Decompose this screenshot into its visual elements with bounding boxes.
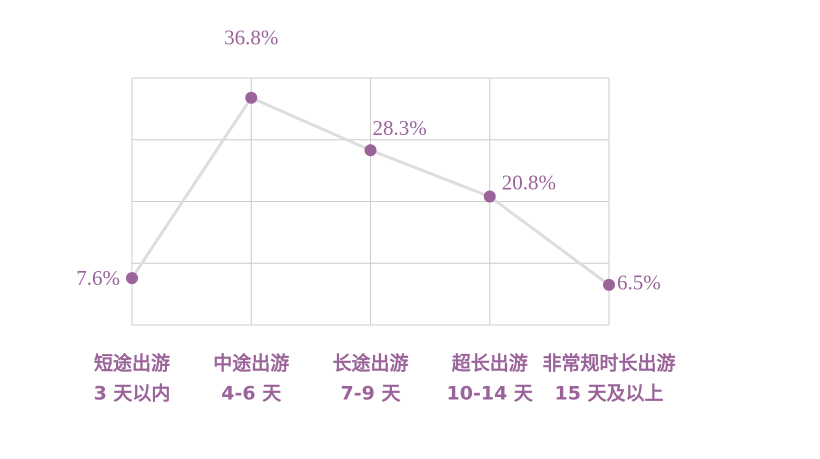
x-tick-label: 非常规时长出游 [542,352,675,375]
value-label: 20.8% [502,170,556,194]
point [126,272,138,285]
value-label: 36.8% [224,26,278,50]
x-tick-label: 超长出游 [451,352,528,375]
x-tick-label: 7-9 天 [341,383,402,405]
value-label: 7.6% [76,266,120,290]
x-tick-label: 10-14 天 [447,383,534,405]
point [364,144,377,157]
value-label: 28.3% [373,116,427,140]
x-tick-label: 4-6 天 [221,383,282,405]
point [603,278,615,291]
x-tick-label: 短途出游 [94,352,170,375]
x-tick-label: 中途出游 [213,352,289,375]
x-tick-label: 3 天以内 [94,382,171,405]
value-label: 6.5% [617,271,661,295]
x-tick-label: 15 天及以上 [554,383,663,405]
point [483,190,496,203]
point [245,91,258,104]
x-tick-label: 长途出游 [332,352,408,375]
